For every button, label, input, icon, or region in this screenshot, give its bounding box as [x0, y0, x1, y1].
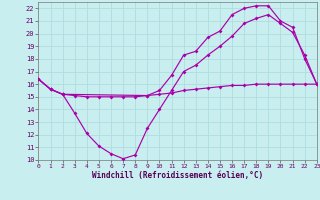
X-axis label: Windchill (Refroidissement éolien,°C): Windchill (Refroidissement éolien,°C) [92, 171, 263, 180]
